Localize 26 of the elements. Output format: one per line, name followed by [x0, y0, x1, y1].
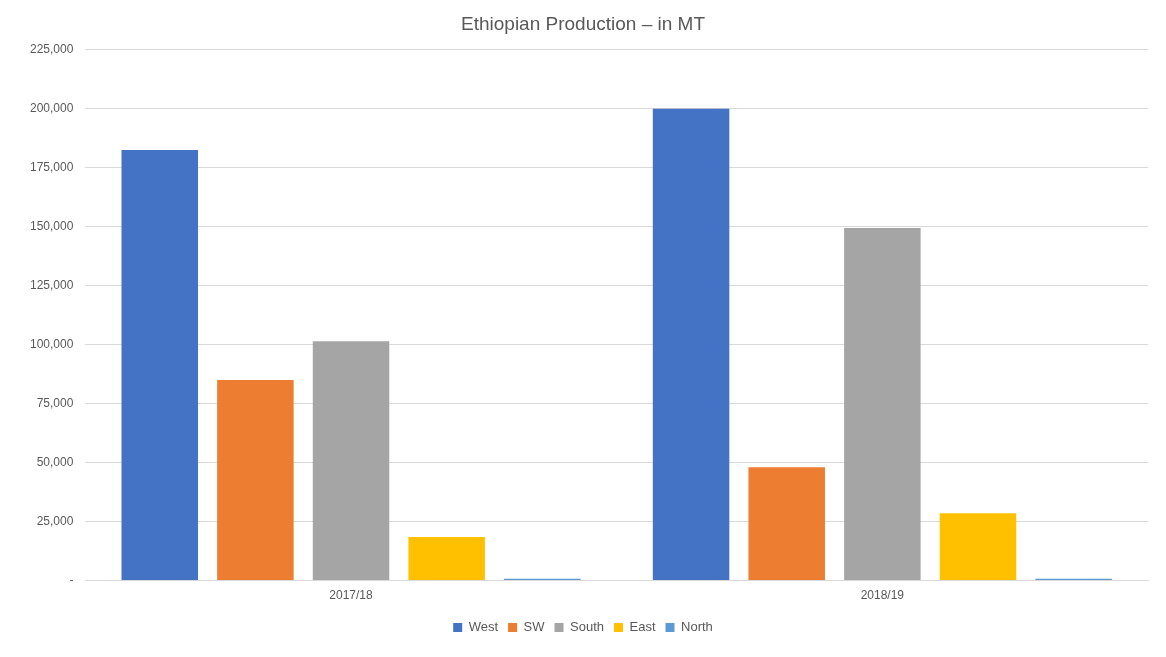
y-tick-label: 150,000: [29, 219, 74, 234]
y-tick-label: 175,000: [29, 160, 74, 175]
chart-title: Ethiopian Production – in MT: [461, 12, 706, 34]
legend-label: SW: [523, 619, 546, 635]
bar: [844, 227, 921, 581]
bar: [408, 536, 485, 581]
bar: [312, 341, 390, 581]
bar: [121, 150, 199, 581]
bar: [217, 380, 294, 581]
bar: [939, 513, 1017, 581]
y-tick-label: 225,000: [29, 42, 74, 57]
y-tick-label: 75,000: [36, 395, 74, 410]
y-tick-label: 125,000: [29, 278, 74, 293]
legend-label: North: [681, 619, 713, 635]
x-tick-label: 2017/18: [329, 588, 374, 603]
y-tick-label: 200,000: [29, 101, 74, 116]
bar: [748, 467, 825, 581]
legend-label: South: [570, 619, 605, 635]
y-tick-label: 25,000: [36, 513, 74, 528]
y-tick-label: 50,000: [36, 454, 74, 469]
x-tick-label: 2018/19: [860, 588, 905, 603]
bar: [652, 108, 730, 581]
y-tick-label: 100,000: [29, 337, 74, 351]
legend-label: East: [629, 619, 656, 635]
legend-label: West: [468, 619, 499, 635]
y-tick-label: -: [69, 572, 74, 587]
